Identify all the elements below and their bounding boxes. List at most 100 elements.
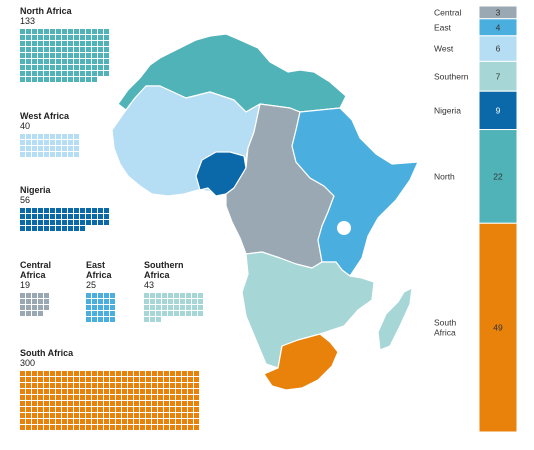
waffle-square: [80, 65, 85, 70]
waffle-square: [128, 377, 133, 382]
waffle-square: [32, 208, 37, 213]
waffle-square: [150, 305, 155, 310]
waffle-square: [50, 395, 55, 400]
waffle-square: [98, 47, 103, 52]
waffle-square: [164, 377, 169, 382]
waffle-square: [128, 401, 133, 406]
waffle-square: [140, 395, 145, 400]
waffle-square: [176, 377, 181, 382]
waffle-square: [80, 47, 85, 52]
waffle-square: [68, 41, 73, 46]
waffle-square: [32, 53, 37, 58]
waffle-square: [32, 152, 37, 157]
waffle-square: [134, 383, 139, 388]
waffle-square: [32, 214, 37, 219]
waffle-square: [74, 71, 79, 76]
waffle-square: [128, 389, 133, 394]
waffle-square: [86, 35, 91, 40]
waffle-square: [168, 299, 173, 304]
waffle-west-africa: West Africa 40: [20, 111, 79, 157]
waffle-square: [68, 65, 73, 70]
waffle-square: [62, 53, 67, 58]
waffle-square: [122, 371, 127, 376]
waffle-square: [74, 146, 79, 151]
waffle-square: [32, 383, 37, 388]
waffle-square: [68, 140, 73, 145]
waffle-square: [44, 140, 49, 145]
waffle-square: [170, 413, 175, 418]
waffle-square: [146, 389, 151, 394]
waffle-square: [44, 299, 49, 304]
waffle-square: [92, 419, 97, 424]
waffle-square: [74, 383, 79, 388]
waffle-square: [92, 214, 97, 219]
waffle-square: [44, 208, 49, 213]
waffle-square: [38, 134, 43, 139]
waffle-square: [50, 413, 55, 418]
waffle-square: [74, 77, 79, 82]
waffle-square: [162, 299, 167, 304]
waffle-count: 56: [20, 195, 31, 205]
waffle-square: [38, 407, 43, 412]
waffle-square: [74, 407, 79, 412]
waffle-square: [86, 377, 91, 382]
waffle-square: [86, 407, 91, 412]
waffle-square: [44, 47, 49, 52]
waffle-square: [92, 395, 97, 400]
waffle-square: [26, 53, 31, 58]
waffle-square: [20, 77, 25, 82]
waffle-square: [98, 29, 103, 34]
waffle-square: [80, 425, 85, 430]
waffle-square: [92, 220, 97, 225]
waffle-title: East Africa: [86, 260, 112, 280]
waffle-square: [86, 71, 91, 76]
waffle-square: [86, 41, 91, 46]
waffle-square: [188, 401, 193, 406]
waffle-square: [134, 371, 139, 376]
waffle-square: [50, 152, 55, 157]
waffle-square: [56, 140, 61, 145]
waffle-square: [116, 425, 121, 430]
waffle-square: [86, 47, 91, 52]
waffle-square: [92, 383, 97, 388]
waffle-square: [50, 47, 55, 52]
waffle-square: [44, 134, 49, 139]
waffle-square: [26, 35, 31, 40]
waffle-square: [26, 208, 31, 213]
waffle-square: [80, 395, 85, 400]
waffle-square: [110, 419, 115, 424]
waffle-square: [116, 401, 121, 406]
waffle-square: [122, 425, 127, 430]
waffle-square: [50, 140, 55, 145]
waffle-square: [62, 377, 67, 382]
waffle-square: [38, 53, 43, 58]
waffle-square: [26, 77, 31, 82]
bar-value-label: 4: [496, 22, 501, 32]
waffle-square: [176, 395, 181, 400]
waffle-square: [170, 383, 175, 388]
waffle-square: [50, 383, 55, 388]
bar-segment-label: West: [434, 44, 454, 54]
waffle-square: [56, 377, 61, 382]
waffle-square: [68, 220, 73, 225]
waffle-square: [56, 59, 61, 64]
waffle-square: [176, 407, 181, 412]
waffle-square: [74, 208, 79, 213]
waffle-square: [38, 35, 43, 40]
waffle-square: [38, 41, 43, 46]
waffle-square: [158, 383, 163, 388]
waffle-square: [164, 389, 169, 394]
waffle-square: [122, 395, 127, 400]
waffle-square: [188, 395, 193, 400]
waffle-count: 40: [20, 121, 31, 131]
waffle-square: [56, 389, 61, 394]
waffle-square: [192, 299, 197, 304]
waffle-square: [116, 371, 121, 376]
waffle-square: [50, 65, 55, 70]
waffle-square: [188, 371, 193, 376]
waffle-square: [26, 371, 31, 376]
waffle-square: [80, 29, 85, 34]
waffle-square: [98, 214, 103, 219]
waffle-square: [44, 377, 49, 382]
